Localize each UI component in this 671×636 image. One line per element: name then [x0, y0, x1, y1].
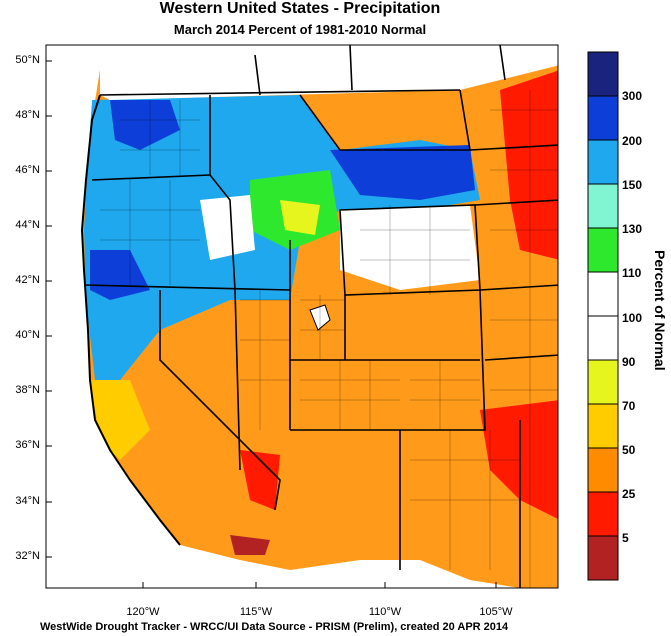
very-wet-olympic: [110, 100, 180, 150]
canada-province-borders: [254, 45, 506, 96]
legend-label-300: 300: [622, 89, 643, 103]
longitude-ticks: [142, 582, 497, 588]
legend-label-110: 110: [622, 266, 642, 280]
legend-swatch-11: [587, 535, 619, 581]
lat-label-42: 42°N: [15, 274, 40, 286]
legend-swatch-4: [587, 227, 619, 273]
very-wet-oregon: [90, 250, 150, 300]
very-wet-montana: [330, 145, 475, 200]
pacific-coastline: [80, 94, 181, 546]
lat-label-32: 32°N: [15, 550, 40, 562]
legend-label-130: 130: [622, 222, 643, 236]
legend-swatch-10: [587, 491, 619, 537]
near-normal-central-idaho: [200, 195, 255, 260]
legend-swatch-0: [587, 51, 619, 97]
legend-swatch-8: [587, 403, 619, 449]
legend-swatch-3: [587, 183, 619, 229]
latitude-ticks: [46, 60, 52, 558]
legend-swatch-9: [587, 447, 619, 493]
driest-desert: [230, 535, 270, 555]
footer-credit: WestWide Drought Tracker - WRCC/UI Data …: [40, 621, 509, 633]
lat-label-50: 50°N: [15, 54, 40, 66]
legend-colorbar: [587, 51, 619, 581]
state-borders: [83, 89, 558, 588]
legend-label-70: 70: [622, 399, 636, 413]
lon-label-120: 120°W: [126, 606, 160, 618]
lat-label-44: 44°N: [15, 219, 40, 231]
legend-swatch-1: [587, 95, 619, 141]
map-title: Western United States - Precipitation: [159, 0, 441, 17]
lat-label-34: 34°N: [15, 495, 40, 507]
very-dry-dakotas: [500, 70, 558, 260]
legend-swatch-2: [587, 139, 619, 185]
legend-label-150: 150: [622, 178, 643, 192]
very-dry-lower-colorado: [240, 450, 280, 510]
county-borders: [100, 90, 558, 588]
very-dry-southern-plains: [480, 400, 558, 519]
legend-swatch-5: [587, 271, 619, 317]
legend-label-200: 200: [622, 134, 643, 148]
legend-swatch-7: [587, 359, 619, 405]
legend-label-100: 100: [622, 311, 643, 325]
legend-label-90: 90: [622, 355, 636, 369]
lon-label-105: 105°W: [479, 606, 513, 618]
legend-label-50: 50: [622, 443, 636, 457]
legend-title: Percent of Normal: [652, 250, 668, 371]
mexico-area: [180, 545, 520, 588]
map-frame: [45, 44, 559, 589]
precipitation-field: [46, 45, 558, 588]
lon-label-115: 115°W: [239, 606, 273, 618]
canada-area: [100, 45, 558, 100]
below-normal-spot: [280, 200, 320, 235]
legend-label-5: 5: [622, 531, 629, 545]
lon-label-110: 110°W: [368, 606, 402, 618]
lat-label-48: 48°N: [15, 109, 40, 121]
legend-swatch-6: [587, 315, 619, 361]
map-subtitle: March 2014 Percent of 1981-2010 Normal: [173, 22, 427, 37]
lat-label-36: 36°N: [15, 439, 40, 451]
lat-label-38: 38°N: [15, 384, 40, 396]
lat-label-46: 46°N: [15, 164, 40, 176]
legend-label-25: 25: [622, 487, 636, 501]
near-normal-wyoming: [340, 205, 480, 290]
pacific-ocean: [46, 45, 240, 588]
lat-label-40: 40°N: [15, 329, 40, 341]
